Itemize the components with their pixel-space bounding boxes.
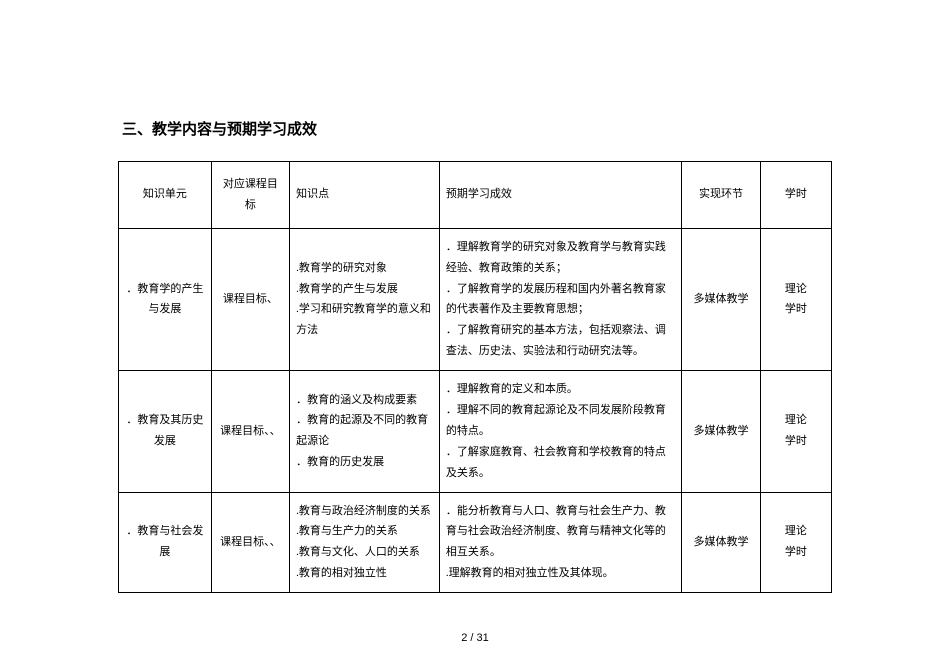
col-header-unit: 知识单元 — [119, 162, 212, 229]
table-header-row: 知识单元 对应课程目标 知识点 预期学习成效 实现环节 学时 — [119, 162, 832, 229]
cell-impl: 多媒体教学 — [682, 228, 760, 370]
table-row: ．教育与社会发展 课程目标、、 .教育与政治经济制度的关系.教育与生产力的关系.… — [119, 492, 832, 593]
cell-points: ．教育的涵义及构成要素．教育的起源及不同的教育起源论．教育的历史发展 — [290, 371, 440, 492]
col-header-points: 知识点 — [290, 162, 440, 229]
cell-hours: 理论学时 — [760, 371, 831, 492]
cell-outcome: ．理解教育学的研究对象及教育学与教育实践经验、教育政策的关系；．了解教育学的发展… — [439, 228, 681, 370]
col-header-target: 对应课程目标 — [211, 162, 289, 229]
col-header-outcome: 预期学习成效 — [439, 162, 681, 229]
cell-outcome: ．能分析教育与人口、教育与社会生产力、教育与社会政治经济制度、教育与精神文化等的… — [439, 492, 681, 593]
cell-hours: 理论学时 — [760, 228, 831, 370]
cell-impl: 多媒体教学 — [682, 492, 760, 593]
cell-target: 课程目标、 — [211, 228, 289, 370]
cell-unit: ．教育学的产生与发展 — [119, 228, 212, 370]
cell-points: .教育学的研究对象.教育学的产生与发展.学习和研究教育学的意义和方法 — [290, 228, 440, 370]
col-header-impl: 实现环节 — [682, 162, 760, 229]
cell-hours: 理论学时 — [760, 492, 831, 593]
page-footer: 2 / 31 — [0, 632, 950, 644]
section-title: 三、教学内容与预期学习成效 — [122, 118, 832, 139]
page-total: 31 — [477, 632, 489, 644]
document-page: 三、教学内容与预期学习成效 知识单元 对应课程目标 知识点 预期学习成效 实现环… — [0, 0, 950, 593]
cell-outcome: ．理解教育的定义和本质。．理解不同的教育起源论及不同发展阶段教育的特点。．了解家… — [439, 371, 681, 492]
cell-target: 课程目标、、 — [211, 492, 289, 593]
cell-target: 课程目标、、 — [211, 371, 289, 492]
cell-unit: ．教育与社会发展 — [119, 492, 212, 593]
table-row: ．教育学的产生与发展 课程目标、 .教育学的研究对象.教育学的产生与发展.学习和… — [119, 228, 832, 370]
table-row: ．教育及其历史发展 课程目标、、 ．教育的涵义及构成要素．教育的起源及不同的教育… — [119, 371, 832, 492]
page-separator: / — [467, 632, 476, 644]
cell-points: .教育与政治经济制度的关系.教育与生产力的关系.教育与文化、人口的关系.教育的相… — [290, 492, 440, 593]
col-header-hours: 学时 — [760, 162, 831, 229]
cell-impl: 多媒体教学 — [682, 371, 760, 492]
cell-unit: ．教育及其历史发展 — [119, 371, 212, 492]
content-table: 知识单元 对应课程目标 知识点 预期学习成效 实现环节 学时 ．教育学的产生与发… — [118, 161, 832, 593]
